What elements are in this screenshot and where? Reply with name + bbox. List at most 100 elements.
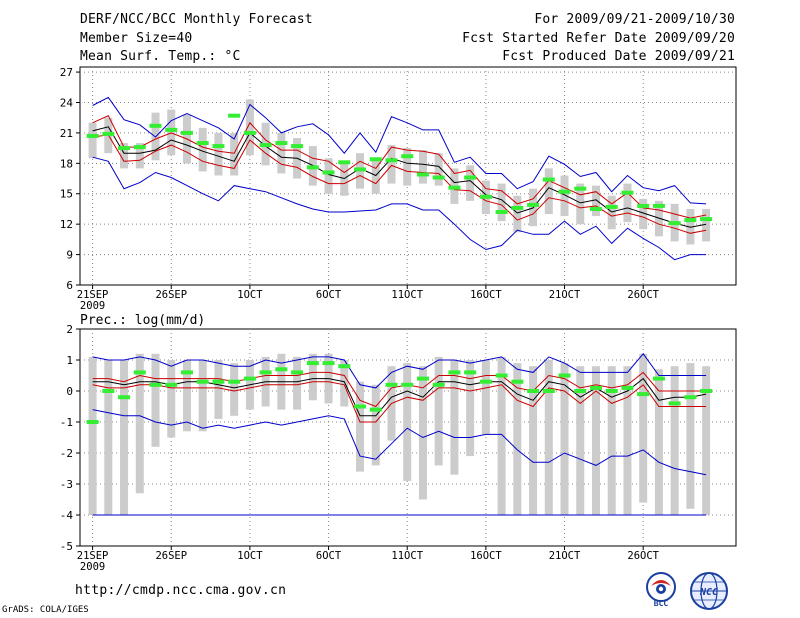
x-tick-label: 16OCT (470, 289, 502, 301)
x-tick-label: 26SEP (155, 550, 187, 562)
x-year-label: 2009 (80, 561, 105, 573)
observed-marker (511, 205, 524, 210)
observed-marker (401, 154, 414, 159)
observed-marker (558, 373, 571, 378)
y-tick-label: 21 (60, 127, 73, 140)
x-tick-label: 1OCT (237, 289, 263, 301)
spread-box (293, 356, 302, 410)
spread-box (560, 363, 569, 515)
spread-box (340, 163, 349, 196)
x-tick-label: 6OCT (316, 550, 342, 562)
observed-marker (637, 392, 650, 397)
observed-marker (212, 144, 225, 149)
spread-box (182, 360, 191, 432)
spread-box (198, 127, 207, 172)
spread-box (151, 353, 160, 447)
spread-box (560, 175, 569, 217)
spread-box (623, 366, 632, 515)
observed-marker (416, 376, 429, 381)
observed-marker (542, 389, 555, 393)
series-line-upper (92, 371, 707, 408)
spread-box (513, 195, 522, 233)
spread-box (308, 353, 317, 401)
observed-marker (306, 361, 319, 366)
observed-marker (684, 218, 697, 223)
spread-box (340, 360, 349, 407)
x-tick-label: 16OCT (470, 550, 502, 562)
plot-frame (79, 328, 737, 547)
observed-marker (291, 370, 304, 375)
observed-marker (228, 379, 241, 384)
precipitation-panel: -5 -4 -3 -2 -1 0 1 2 21SEP 26SEP 1OCT 6OCT 11OCT 16OC… (60, 323, 737, 573)
spread-box (576, 366, 585, 515)
spread-box (607, 366, 616, 515)
observed-marker (401, 382, 414, 387)
fcst-produced-label: Fcst Produced Date 2009/09/21 (502, 49, 735, 64)
y-tick-label: -1 (60, 416, 73, 429)
spread-box (198, 360, 207, 432)
spread-box (88, 356, 97, 515)
x-tick-label: 1OCT (237, 550, 263, 562)
spread-box (230, 132, 239, 176)
observed-marker (605, 389, 618, 393)
x-tick-label: 11OCT (391, 289, 423, 301)
chart-title: DERF/NCC/BCC Monthly Forecast (80, 12, 313, 27)
observed-marker (495, 209, 508, 214)
spread-box (576, 183, 585, 225)
observed-marker (354, 167, 367, 172)
observed-marker (527, 202, 540, 207)
observed-marker (102, 131, 115, 136)
observed-marker (165, 127, 178, 132)
spread-box (450, 360, 459, 475)
x-tick-label: 26OCT (627, 289, 659, 301)
spread-box (686, 363, 695, 509)
y-tick-label: -2 (60, 447, 73, 460)
observed-marker (291, 144, 304, 149)
observed-marker (479, 379, 492, 384)
spread-box (639, 353, 648, 503)
spread-box (214, 360, 223, 419)
spread-box (591, 366, 600, 515)
series-line-mean (92, 377, 707, 417)
grads-credit: GrADS: COLA/IGES (2, 605, 89, 615)
observed-marker (369, 157, 382, 162)
observed-marker (684, 395, 697, 400)
observed-marker (416, 172, 429, 177)
observed-marker (165, 382, 178, 387)
spread-box (214, 132, 223, 176)
spread-box (167, 360, 176, 438)
spread-box (670, 366, 679, 515)
observed-marker (212, 379, 225, 384)
observed-marker (133, 145, 146, 150)
ncc-globe-logo: NCC (690, 572, 728, 610)
observed-marker (558, 189, 571, 194)
observed-marker (243, 376, 256, 381)
member-size-label: Member Size=40 (80, 31, 193, 46)
series-line-mean (92, 126, 707, 228)
bcc-logo-text: BCC (654, 599, 669, 608)
y-tick-label: 1 (66, 354, 73, 367)
observed-marker (86, 420, 99, 424)
x-tick-label: 26SEP (155, 289, 187, 301)
source-url-link[interactable]: http://cmdp.ncc.cma.gov.cn (75, 583, 287, 598)
observed-marker (511, 379, 524, 384)
observed-marker (432, 175, 445, 180)
spread-box (513, 363, 522, 515)
observed-marker (180, 130, 193, 135)
x-year-label: 2009 (80, 300, 105, 312)
y-tick-label: 9 (66, 249, 73, 262)
x-tick-label: 26OCT (627, 550, 659, 562)
observed-marker (589, 206, 602, 211)
observed-marker (574, 389, 587, 393)
ncc-logo-text: NCC (699, 587, 718, 598)
y-tick-label: 24 (60, 96, 74, 109)
observed-marker (652, 203, 665, 208)
spread-box (245, 99, 254, 156)
plot-frame (79, 66, 737, 286)
spread-box (120, 360, 129, 515)
observed-marker (668, 401, 681, 406)
observed-marker (102, 389, 115, 393)
spread-box (230, 363, 239, 416)
variable-temp-label: Mean Surf. Temp.: °C (80, 49, 241, 64)
x-tick-label: 21OCT (549, 550, 581, 562)
